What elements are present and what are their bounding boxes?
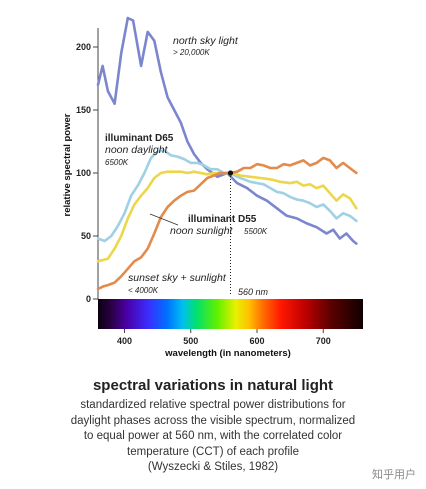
marker-label: 560 nm <box>238 287 269 297</box>
d55-title: illuminant D55 <box>188 214 257 225</box>
d55-subtitle: noon sunlight <box>170 225 234 237</box>
caption-line: to equal power at 560 nm, with the corre… <box>83 430 343 442</box>
d55-pointer <box>149 213 179 226</box>
d65-cct: 6500K <box>105 158 129 167</box>
y-tick-label: 150 <box>76 105 91 115</box>
series-line-1 <box>96 16 358 245</box>
north-sky-cct: > 20,000K <box>173 48 210 57</box>
x-tick-label: 600 <box>249 336 264 346</box>
caption-line: (Wyszecki & Stiles, 1982) <box>147 461 279 473</box>
series-group <box>96 16 358 291</box>
d55-cct: 5500K <box>244 227 268 236</box>
watermark: 知乎用户 <box>372 468 416 481</box>
caption-body: standardized relative spectral power dis… <box>0 398 426 476</box>
x-tick-label: 500 <box>183 336 198 346</box>
y-tick-label: 200 <box>76 42 91 52</box>
series-line-4 <box>96 156 358 291</box>
caption-line: temperature (CCT) of each profile <box>127 445 299 458</box>
x-tick-label: 400 <box>117 336 132 346</box>
y-tick-label: 50 <box>81 231 91 241</box>
caption-line: standardized relative spectral power dis… <box>80 399 346 411</box>
x-tick-label: 700 <box>316 336 331 346</box>
sunset-cct: < 4000K <box>128 286 159 295</box>
x-ticks: 400 500 600 700 <box>117 329 331 346</box>
north-sky-title: north sky light <box>173 35 239 47</box>
sunset-title: sunset sky + sunlight <box>128 272 227 284</box>
y-axis-label: relative spectral power <box>62 113 73 216</box>
y-tick-label: 100 <box>76 168 91 178</box>
spectral-power-chart: 0 50 100 150 200 400 500 600 700 relative spect… <box>62 16 363 359</box>
caption-title: spectral variations in natural light <box>92 377 334 394</box>
560nm-marker-dot <box>227 170 234 176</box>
x-axis-label: wavelength (in nanometers) <box>164 348 291 359</box>
d65-title: illuminant D65 <box>105 133 174 144</box>
y-tick-label: 0 <box>86 294 91 304</box>
d65-subtitle: noon daylight <box>105 144 169 156</box>
caption-line: daylight phases across the visible spect… <box>70 414 356 427</box>
y-ticks: 0 50 100 150 200 <box>76 42 98 304</box>
spectrum-strip <box>98 299 363 329</box>
